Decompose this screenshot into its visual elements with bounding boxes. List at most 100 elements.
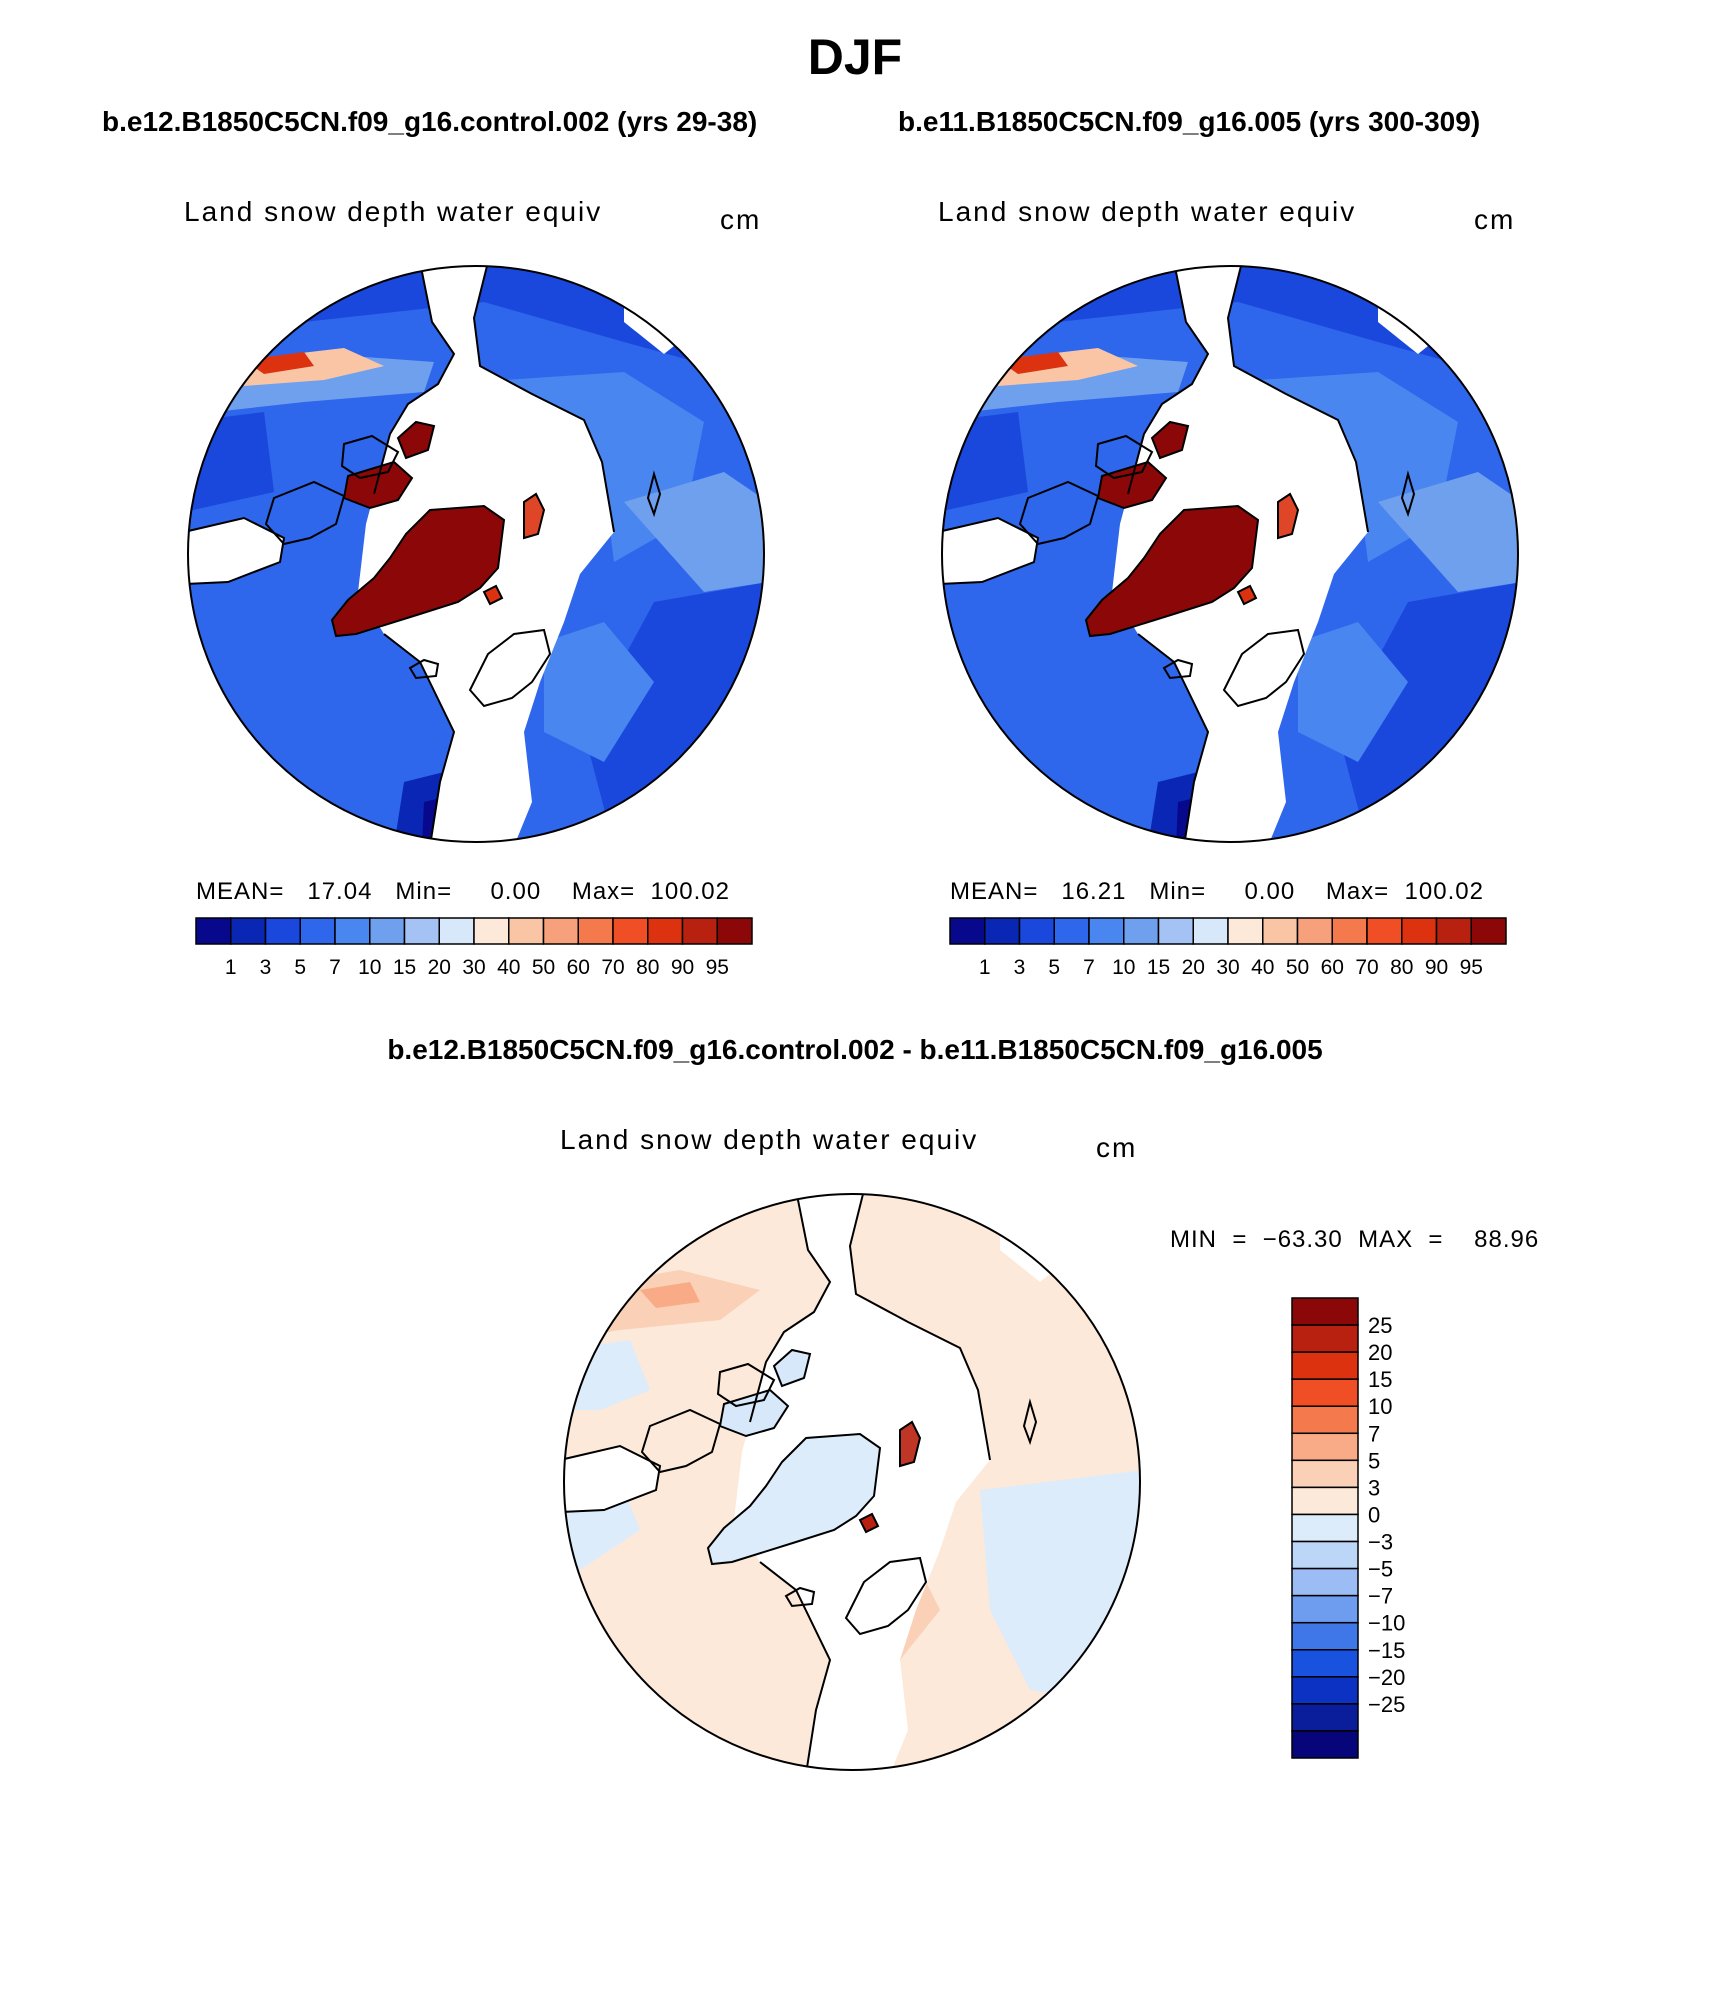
panel3-colorbar-label-2: 15	[1368, 1367, 1392, 1392]
map-2-greenland	[708, 1434, 880, 1564]
difference-title: b.e12.B1850C5CN.f09_g16.control.002 - b.…	[387, 1034, 1323, 1065]
panel3-colorbar-label-4: 7	[1368, 1421, 1380, 1446]
map-0-coastlines	[188, 266, 662, 842]
map-2-coast-scandi	[844, 1556, 928, 1636]
panel3-colorbar-box-14	[1291, 1676, 1359, 1705]
panel1-colorbar-label-13: 90	[671, 956, 694, 979]
panel1-colorbar-box-2	[264, 917, 301, 945]
panel2-colorbar: 1 3 5 7 10 15 20 30 40 50 60 70 80 90 95	[949, 917, 1507, 979]
panel3-colorbar-label-0: 25	[1368, 1313, 1392, 1338]
panel1-colorbar-label-4: 10	[358, 956, 381, 979]
panel2-colorbar-box-6	[1157, 917, 1194, 945]
panel1-colorbar-box-12	[612, 917, 649, 945]
map-1-coast-scandi	[1222, 628, 1306, 708]
panel3-colorbar-box-5	[1291, 1432, 1359, 1462]
panel1-colorbar-label-12: 80	[636, 956, 659, 979]
panel2-colorbar-label-10: 60	[1321, 956, 1344, 979]
panel2-polar-map	[941, 265, 1519, 843]
panel2-colorbar-label-12: 80	[1390, 956, 1413, 979]
map-1-coast-greenland	[1084, 504, 1260, 638]
map-1-coast-baffin	[1094, 434, 1154, 480]
panel2-colorbar-box-3	[1053, 917, 1090, 945]
panel3-colorbar-box-4	[1291, 1405, 1359, 1435]
panel2-colorbar-label-13: 90	[1425, 956, 1448, 979]
panel3-colorbar-box-6	[1291, 1459, 1359, 1489]
map-1-coast-iceland	[1162, 658, 1194, 680]
map-2-coast-novaya	[899, 1420, 922, 1468]
map-0-coast-siberia	[472, 266, 615, 533]
panel3-colorbar-box-13	[1291, 1649, 1359, 1678]
map-1-coast-svalbard	[1236, 584, 1258, 606]
map-2-coast-sakhalin	[1022, 1398, 1038, 1446]
panel1-colorbar-label-14: 95	[706, 956, 729, 979]
panel3-colorbar-box-3	[1291, 1378, 1359, 1407]
panel1-colorbar-label-10: 60	[567, 956, 590, 979]
map-0-coast-scandi	[468, 628, 552, 708]
map-2-coast-baffin	[716, 1362, 776, 1408]
panel3-variable-name: Land snow depth water equiv	[560, 1124, 979, 1155]
map-2-coast-asia	[749, 1194, 832, 1423]
map-1-coast-hudson	[942, 516, 1040, 585]
map-2-coast-ellesmere	[772, 1348, 812, 1388]
panel2-colorbar-box-5	[1123, 917, 1160, 945]
panel2-colorbar-label-3: 7	[1083, 956, 1095, 979]
map-0-coast-novaya	[523, 492, 546, 540]
panel1-stats: MEAN= 17.04 Min= 0.00 Max= 100.02	[196, 878, 730, 905]
panel3-colorbar-box-0	[1291, 1297, 1359, 1326]
panel2-colorbar-label-5: 15	[1147, 956, 1170, 979]
panel3-colorbar-label-13: −20	[1368, 1665, 1405, 1690]
panel2-colorbar-box-10	[1296, 917, 1333, 945]
panel3-colorbar-label-8: −3	[1368, 1530, 1393, 1555]
map-0-coast-greenland	[330, 504, 506, 638]
panel3-colorbar-box-16	[1291, 1730, 1359, 1759]
panel1-colorbar-label-7: 30	[462, 956, 485, 979]
case-title-right: b.e11.B1850C5CN.f09_g16.005 (yrs 300-309…	[898, 106, 1481, 137]
map-1-coast-novaya	[1277, 492, 1300, 540]
map-0-boundary	[187, 265, 765, 843]
panel1-colorbar-label-9: 50	[532, 956, 555, 979]
map-2-coast-iceland	[784, 1586, 816, 1608]
panel3-stats: MIN = −63.30 MAX = 88.96	[1170, 1226, 1540, 1253]
map-2-coast-greenland	[706, 1432, 882, 1566]
map-1-canadian-archipelago	[1098, 462, 1166, 508]
panel1-colorbar-box-3	[299, 917, 336, 945]
map-0-coast-europe	[383, 633, 456, 842]
map-0-coast-hudson	[264, 480, 346, 546]
panel3-colorbar-box-12	[1291, 1621, 1359, 1651]
panel1-colorbar-label-1: 3	[260, 956, 272, 979]
panel3-colorbar-label-7: 0	[1368, 1502, 1380, 1527]
panel1-colorbar-box-9	[508, 917, 545, 945]
panel3-colorbar-box-11	[1291, 1594, 1359, 1624]
panel2-colorbar-box-9	[1262, 917, 1299, 945]
panel1-colorbar: 1 3 5 7 10 15 20 30 40 50 60 70 80 90 95	[195, 917, 753, 979]
map-1-boundary	[941, 265, 1519, 843]
panel2-colorbar-box-8	[1227, 917, 1264, 945]
panel2-colorbar-label-7: 30	[1216, 956, 1239, 979]
panel3-colorbar-box-9	[1291, 1540, 1359, 1570]
map-1-coast-sakhalin	[1400, 470, 1416, 518]
map-2-coast-svalbard	[858, 1512, 880, 1534]
map-1-coastlines	[942, 266, 1416, 842]
panel1-polar-map	[187, 265, 765, 843]
panel2-colorbar-box-15	[1470, 917, 1507, 945]
panel1-colorbar-label-2: 5	[294, 956, 306, 979]
map-2-coast-siberia	[848, 1194, 991, 1461]
map-0-coast-ellesmere	[396, 420, 436, 460]
panel1-colorbar-box-11	[577, 917, 614, 945]
panel1-colorbar-label-8: 40	[497, 956, 520, 979]
panel2-variable-name: Land snow depth water equiv	[938, 196, 1357, 227]
panel3-colorbar-label-6: 3	[1368, 1475, 1380, 1500]
panel3-units: cm	[1096, 1132, 1138, 1163]
panel3-colorbar-box-1	[1291, 1324, 1359, 1353]
map-1-coast-asia	[1127, 266, 1210, 495]
panel3-colorbar-label-12: −15	[1368, 1638, 1405, 1663]
map-1-coast-siberia	[1226, 266, 1369, 533]
panel3-colorbar-label-5: 5	[1368, 1448, 1380, 1473]
map-2-coast-europe	[759, 1561, 832, 1770]
map-2-coast-hudson	[564, 1444, 662, 1513]
panel2-colorbar-box-0	[949, 917, 986, 945]
map-2-boundary	[563, 1193, 1141, 1771]
panel3-colorbar-label-14: −25	[1368, 1692, 1405, 1717]
panel2-colorbar-label-2: 5	[1048, 956, 1060, 979]
map-0-hudson-bay	[188, 518, 284, 584]
